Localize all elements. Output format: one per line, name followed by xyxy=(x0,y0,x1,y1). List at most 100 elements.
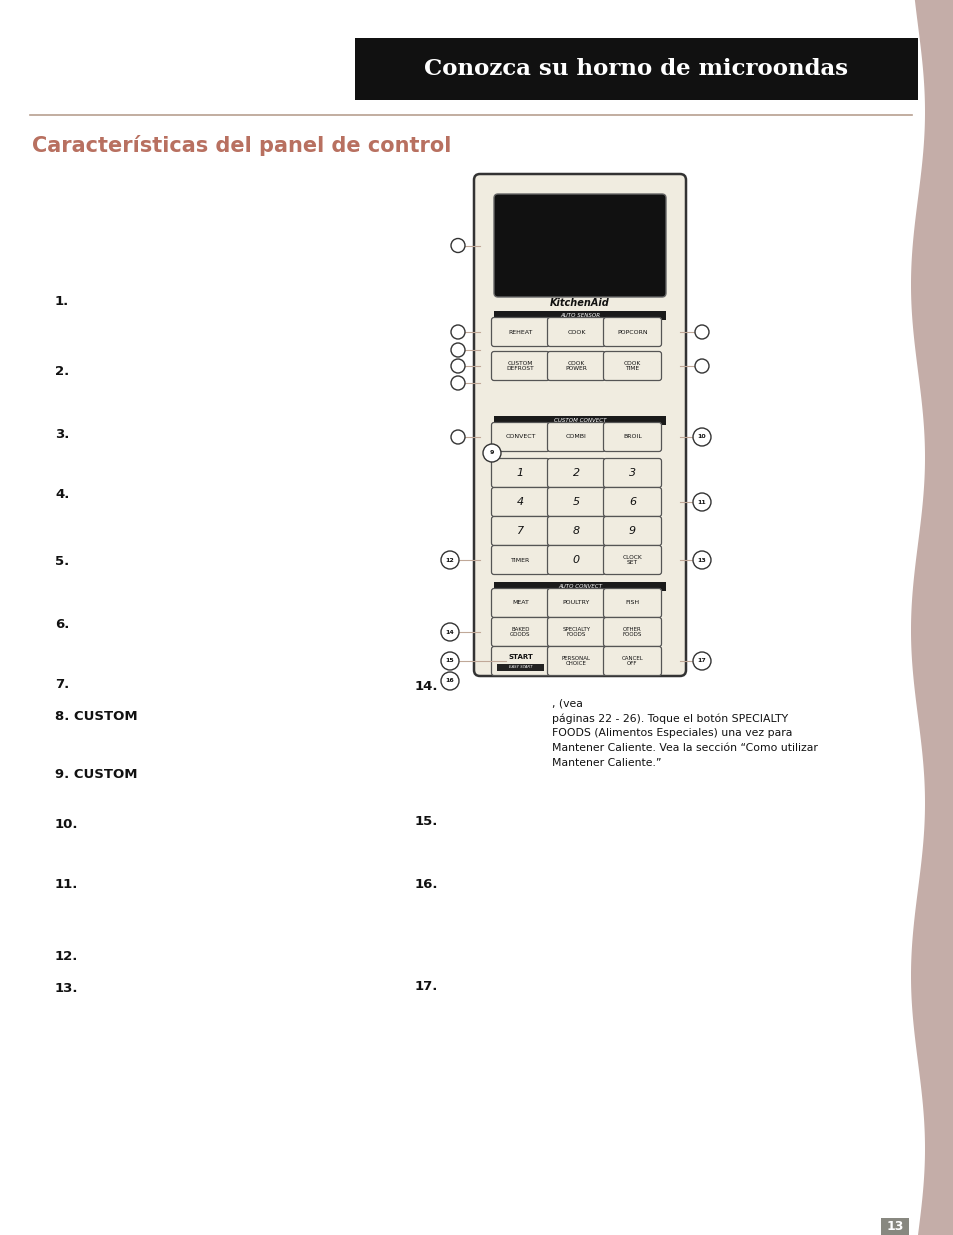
Text: 13: 13 xyxy=(697,557,705,562)
Circle shape xyxy=(482,445,500,462)
FancyBboxPatch shape xyxy=(603,618,660,646)
Text: 14.: 14. xyxy=(415,680,438,693)
Text: CANCEL
OFF: CANCEL OFF xyxy=(621,656,642,666)
Bar xyxy=(497,664,543,671)
Text: CUSTOM CONVECT: CUSTOM CONVECT xyxy=(553,417,605,424)
Text: 7: 7 xyxy=(517,526,523,536)
Text: 10: 10 xyxy=(697,435,705,440)
Text: BAKED
GOODS: BAKED GOODS xyxy=(510,627,530,637)
Text: 9. CUSTOM: 9. CUSTOM xyxy=(55,768,137,781)
FancyBboxPatch shape xyxy=(603,546,660,574)
Circle shape xyxy=(692,429,710,446)
Circle shape xyxy=(451,430,464,445)
Text: SPECIALTY
FOODS: SPECIALTY FOODS xyxy=(562,627,590,637)
Text: AUTO SENSOR: AUTO SENSOR xyxy=(559,312,599,317)
FancyBboxPatch shape xyxy=(547,317,605,347)
Text: CLOCK
SET: CLOCK SET xyxy=(622,555,641,566)
Text: 14: 14 xyxy=(445,630,454,635)
Text: 1: 1 xyxy=(517,468,523,478)
Text: 12.: 12. xyxy=(55,950,78,963)
Text: FISH: FISH xyxy=(625,600,639,605)
Text: COOK
TIME: COOK TIME xyxy=(623,361,640,372)
Text: 15.: 15. xyxy=(415,815,438,827)
FancyBboxPatch shape xyxy=(491,589,549,618)
Text: Características del panel de control: Características del panel de control xyxy=(32,135,451,156)
Text: 5.: 5. xyxy=(55,555,70,568)
Text: 9: 9 xyxy=(489,451,494,456)
FancyBboxPatch shape xyxy=(547,458,605,488)
Text: 3.: 3. xyxy=(55,429,70,441)
Text: MEAT: MEAT xyxy=(512,600,528,605)
Text: 7.: 7. xyxy=(55,678,70,692)
Text: 3: 3 xyxy=(628,468,636,478)
FancyBboxPatch shape xyxy=(491,422,549,452)
FancyBboxPatch shape xyxy=(547,618,605,646)
Circle shape xyxy=(440,622,458,641)
FancyBboxPatch shape xyxy=(547,488,605,516)
Text: Conozca su horno de microondas: Conozca su horno de microondas xyxy=(424,58,847,80)
Text: 2.: 2. xyxy=(55,366,70,378)
Text: COOK
POWER: COOK POWER xyxy=(565,361,587,372)
Bar xyxy=(494,582,665,592)
Text: CONVECT: CONVECT xyxy=(505,435,536,440)
Text: Mantener Caliente.”: Mantener Caliente.” xyxy=(552,758,660,768)
Text: 6: 6 xyxy=(628,496,636,508)
Text: KitchenAid: KitchenAid xyxy=(550,298,609,308)
Text: START: START xyxy=(508,655,533,661)
Circle shape xyxy=(451,238,464,252)
Circle shape xyxy=(451,359,464,373)
Text: 15: 15 xyxy=(445,658,454,663)
Text: 9: 9 xyxy=(628,526,636,536)
FancyBboxPatch shape xyxy=(603,458,660,488)
FancyBboxPatch shape xyxy=(491,546,549,574)
FancyBboxPatch shape xyxy=(547,352,605,380)
FancyBboxPatch shape xyxy=(603,352,660,380)
Text: 8: 8 xyxy=(573,526,579,536)
Circle shape xyxy=(692,652,710,671)
Circle shape xyxy=(451,325,464,338)
Circle shape xyxy=(440,652,458,671)
Text: BROIL: BROIL xyxy=(622,435,641,440)
Text: 17: 17 xyxy=(697,658,705,663)
Text: 16.: 16. xyxy=(415,878,438,890)
Text: COMBI: COMBI xyxy=(565,435,586,440)
Text: POPCORN: POPCORN xyxy=(617,330,647,335)
FancyBboxPatch shape xyxy=(603,317,660,347)
Text: 8. CUSTOM: 8. CUSTOM xyxy=(55,710,137,722)
Text: 12: 12 xyxy=(445,557,454,562)
Text: 16: 16 xyxy=(445,678,454,683)
FancyBboxPatch shape xyxy=(547,546,605,574)
Circle shape xyxy=(692,493,710,511)
Bar xyxy=(355,38,917,100)
Text: 13.: 13. xyxy=(55,982,78,995)
FancyBboxPatch shape xyxy=(474,174,685,676)
FancyBboxPatch shape xyxy=(491,352,549,380)
Circle shape xyxy=(695,325,708,338)
Text: REHEAT: REHEAT xyxy=(508,330,532,335)
Text: , (vea: , (vea xyxy=(552,698,582,708)
Text: TIMER: TIMER xyxy=(511,557,530,562)
FancyBboxPatch shape xyxy=(491,618,549,646)
FancyBboxPatch shape xyxy=(603,422,660,452)
Text: 11.: 11. xyxy=(55,878,78,890)
Text: 11: 11 xyxy=(697,499,705,505)
Circle shape xyxy=(695,359,708,373)
FancyBboxPatch shape xyxy=(491,458,549,488)
FancyBboxPatch shape xyxy=(494,194,665,296)
Text: 2: 2 xyxy=(573,468,579,478)
Bar xyxy=(494,416,665,425)
Bar xyxy=(494,311,665,320)
Text: OTHER
FOODS: OTHER FOODS xyxy=(622,627,641,637)
Text: 17.: 17. xyxy=(415,981,438,993)
Circle shape xyxy=(440,672,458,690)
FancyBboxPatch shape xyxy=(603,516,660,546)
FancyBboxPatch shape xyxy=(547,589,605,618)
Text: EASY START: EASY START xyxy=(508,666,532,669)
FancyBboxPatch shape xyxy=(547,646,605,676)
FancyBboxPatch shape xyxy=(547,422,605,452)
Text: páginas 22 - 26). Toque el botón SPECIALTY: páginas 22 - 26). Toque el botón SPECIAL… xyxy=(552,713,787,724)
Text: AUTO CONVECT: AUTO CONVECT xyxy=(558,584,601,589)
Text: 13: 13 xyxy=(885,1220,902,1234)
FancyBboxPatch shape xyxy=(603,646,660,676)
Text: 1.: 1. xyxy=(55,295,70,308)
